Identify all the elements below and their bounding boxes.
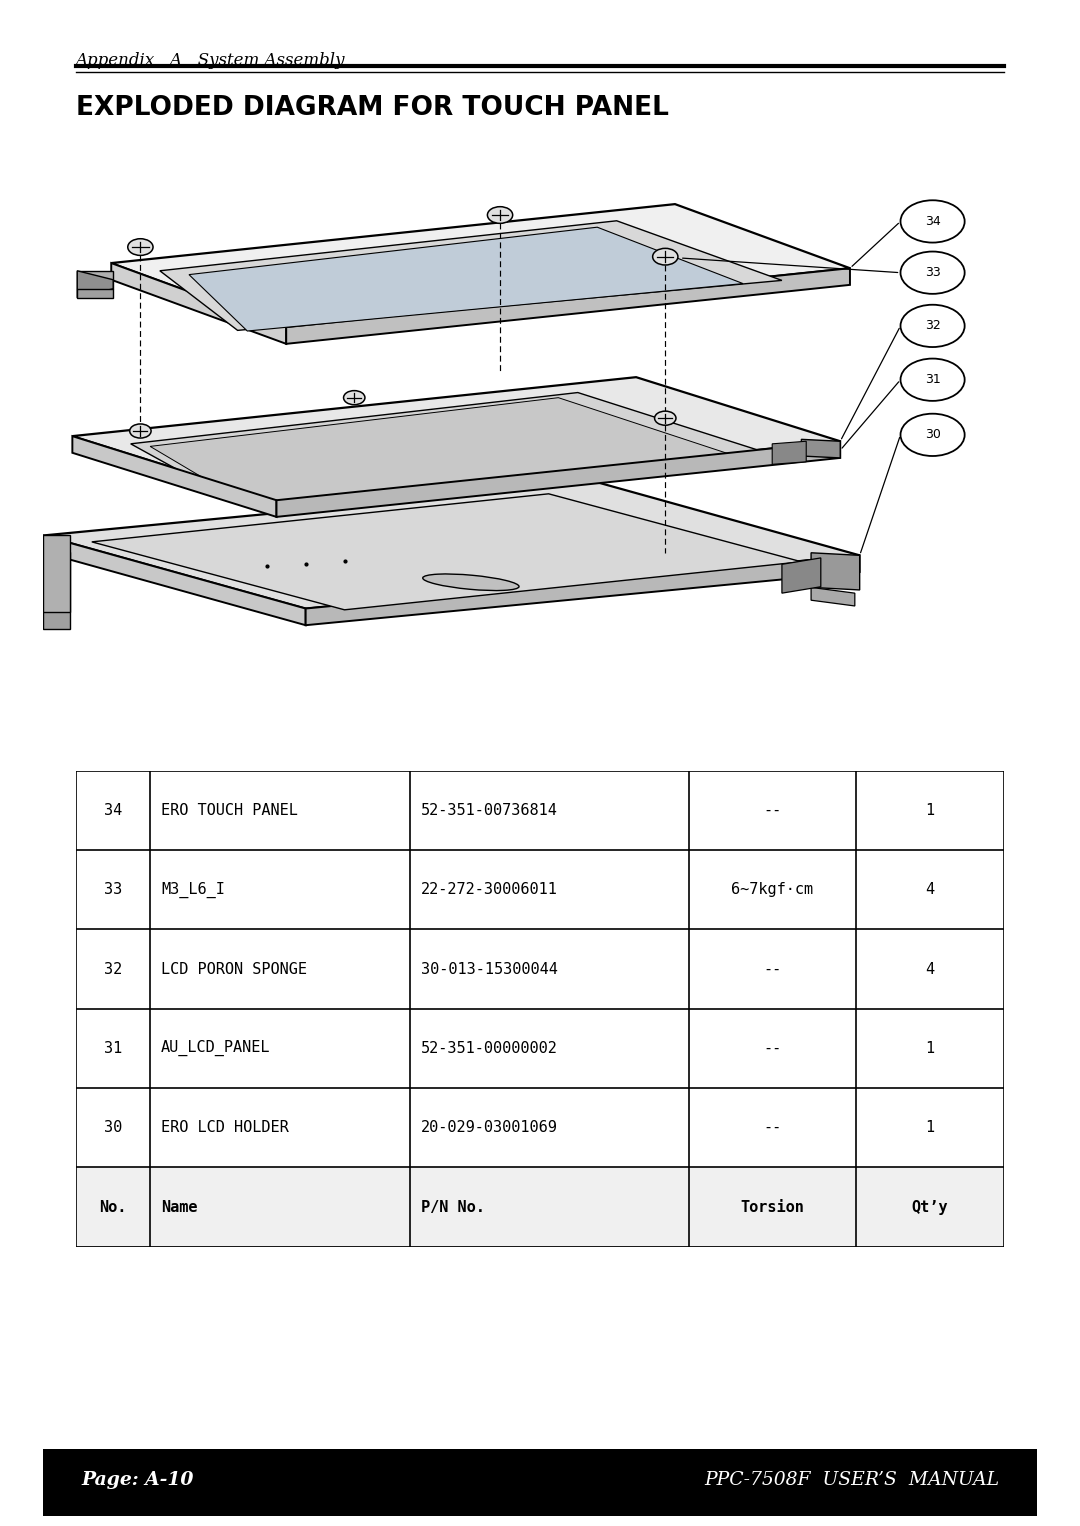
Text: 22-272-30006011: 22-272-30006011 — [421, 882, 558, 897]
Polygon shape — [78, 270, 113, 288]
Polygon shape — [43, 536, 70, 612]
Text: ERO TOUCH PANEL: ERO TOUCH PANEL — [161, 803, 298, 818]
Bar — [76, 850, 1004, 929]
Text: 30-013-15300044: 30-013-15300044 — [421, 961, 558, 977]
Text: No.: No. — [99, 1199, 126, 1215]
Polygon shape — [286, 269, 850, 343]
Circle shape — [343, 391, 365, 404]
Polygon shape — [111, 204, 850, 327]
Text: --: -- — [764, 961, 781, 977]
Polygon shape — [92, 494, 801, 610]
Polygon shape — [160, 221, 782, 331]
Polygon shape — [131, 392, 762, 502]
Text: 1: 1 — [926, 1120, 934, 1135]
Circle shape — [487, 206, 513, 223]
Text: Torsion: Torsion — [740, 1199, 805, 1215]
Polygon shape — [43, 482, 860, 609]
Circle shape — [654, 410, 676, 426]
Text: Page: A-10: Page: A-10 — [81, 1471, 193, 1489]
Text: 4: 4 — [926, 961, 934, 977]
Text: 6~7kgf·cm: 6~7kgf·cm — [731, 882, 813, 897]
Polygon shape — [78, 270, 113, 298]
Text: AU_LCD_PANEL: AU_LCD_PANEL — [161, 1041, 271, 1056]
Circle shape — [901, 359, 964, 401]
Text: 52-351-00736814: 52-351-00736814 — [421, 803, 558, 818]
Text: LCD PORON SPONGE: LCD PORON SPONGE — [161, 961, 307, 977]
Ellipse shape — [422, 574, 519, 591]
Text: 1: 1 — [926, 803, 934, 818]
Polygon shape — [276, 441, 840, 517]
Text: ERO LCD HOLDER: ERO LCD HOLDER — [161, 1120, 288, 1135]
Text: --: -- — [764, 1041, 781, 1056]
Polygon shape — [801, 439, 840, 458]
Bar — [76, 1088, 1004, 1167]
Text: 1: 1 — [926, 1041, 934, 1056]
Text: 4: 4 — [926, 882, 934, 897]
Text: M3_L6_I: M3_L6_I — [161, 882, 225, 897]
Polygon shape — [72, 436, 276, 517]
Text: 34: 34 — [924, 215, 941, 227]
Text: 30: 30 — [104, 1120, 122, 1135]
Text: 30: 30 — [924, 429, 941, 441]
Text: PPC-7508F  USER’S  MANUAL: PPC-7508F USER’S MANUAL — [704, 1471, 999, 1489]
Circle shape — [652, 249, 678, 266]
Polygon shape — [811, 588, 855, 606]
Polygon shape — [72, 377, 840, 501]
Polygon shape — [772, 441, 806, 464]
Polygon shape — [189, 227, 743, 331]
Text: --: -- — [764, 1120, 781, 1135]
Circle shape — [127, 238, 153, 255]
Polygon shape — [78, 288, 113, 298]
Polygon shape — [150, 398, 733, 504]
Text: 32: 32 — [104, 961, 122, 977]
Polygon shape — [811, 552, 860, 591]
Bar — [76, 1167, 1004, 1247]
Text: Name: Name — [161, 1199, 198, 1215]
Text: 31: 31 — [104, 1041, 122, 1056]
Text: --: -- — [764, 803, 781, 818]
Text: 20-029-03001069: 20-029-03001069 — [421, 1120, 558, 1135]
Bar — [76, 771, 1004, 850]
Bar — [76, 1009, 1004, 1088]
Text: Qt’y: Qt’y — [912, 1199, 948, 1215]
Circle shape — [901, 414, 964, 456]
Text: P/N No.: P/N No. — [421, 1199, 485, 1215]
Polygon shape — [43, 536, 306, 626]
Text: 33: 33 — [924, 266, 941, 279]
Text: Appendix   A   System Assembly: Appendix A System Assembly — [76, 52, 346, 69]
Bar — [43, 1450, 1037, 1515]
Text: 33: 33 — [104, 882, 122, 897]
Circle shape — [901, 200, 964, 243]
Text: 34: 34 — [104, 803, 122, 818]
Circle shape — [901, 252, 964, 295]
Text: 32: 32 — [924, 319, 941, 333]
Circle shape — [130, 424, 151, 438]
Circle shape — [901, 305, 964, 346]
Bar — [76, 929, 1004, 1009]
Text: 52-351-00000002: 52-351-00000002 — [421, 1041, 558, 1056]
Polygon shape — [111, 262, 286, 343]
Polygon shape — [43, 552, 70, 629]
Polygon shape — [782, 559, 821, 594]
Text: EXPLODED DIAGRAM FOR TOUCH PANEL: EXPLODED DIAGRAM FOR TOUCH PANEL — [76, 95, 669, 121]
Polygon shape — [306, 555, 860, 626]
Text: 31: 31 — [924, 374, 941, 386]
